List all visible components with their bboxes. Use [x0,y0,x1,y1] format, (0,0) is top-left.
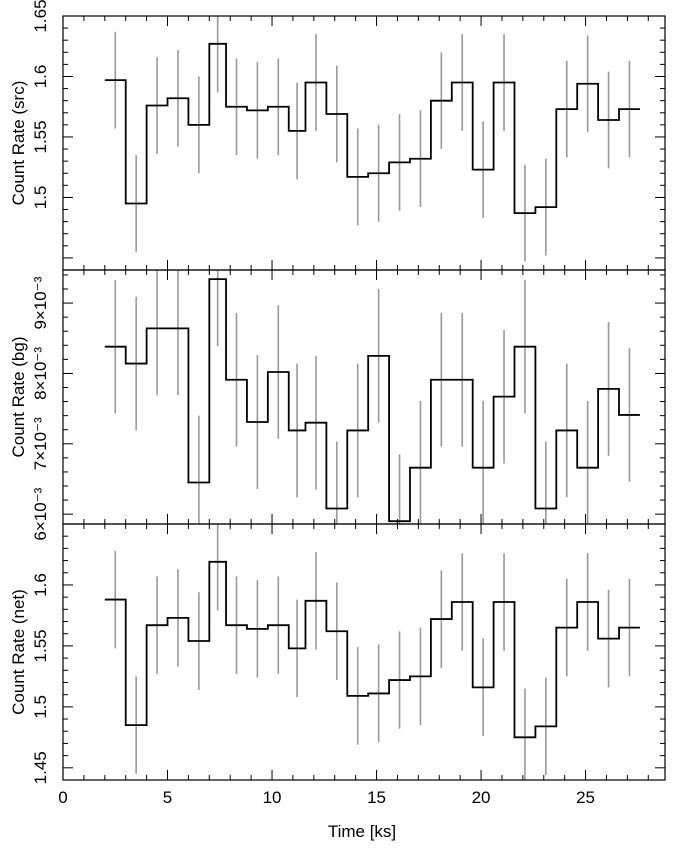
y-tick-label: 1.6 [31,573,50,597]
panel-1: 1.5 1.55 1.6 1.65 Count Rate (src) [9,0,666,271]
y-tick-label: 9×10⁻³ [31,276,50,329]
y-tick-label: 8×10⁻³ [31,347,50,400]
x-tick-label: 25 [576,788,595,807]
x-axis-title: Time [ks] [328,822,396,841]
step-line-series [104,42,640,215]
y-axis-title: Count Rate (src) [9,81,28,206]
y-axis-title: Count Rate (bg) [9,337,28,458]
y-axis-title: Count Rate (net) [9,589,28,715]
y-tick-label: 6×10⁻³ [31,487,50,540]
step-line-series [104,560,640,739]
y-tick-label: 1.6 [31,65,50,89]
panel-1-plot-area [104,16,640,262]
panel-frame [62,269,666,525]
y-tick-label: 1.55 [31,120,50,153]
y-tick-label: 1.45 [31,751,50,784]
y-tick-label: 1.55 [31,629,50,662]
panel-3-plot-area [104,524,640,780]
y-tick-label: 1.5 [31,695,50,719]
y-tick-label: 7×10⁻³ [31,417,50,470]
y-tick-label: 1.5 [31,186,50,210]
x-tick-label: 0 [58,788,67,807]
x-tick-label: 20 [472,788,491,807]
step-line-series [104,278,640,523]
y-tick-label: 1.65 [31,0,50,33]
x-tick-label: 10 [263,788,282,807]
x-tick-label: 15 [367,788,386,807]
x-tick-label: 5 [163,788,172,807]
panel-2-plot-area [104,270,640,524]
panel-frame [62,15,666,271]
panel-frame [62,523,666,781]
